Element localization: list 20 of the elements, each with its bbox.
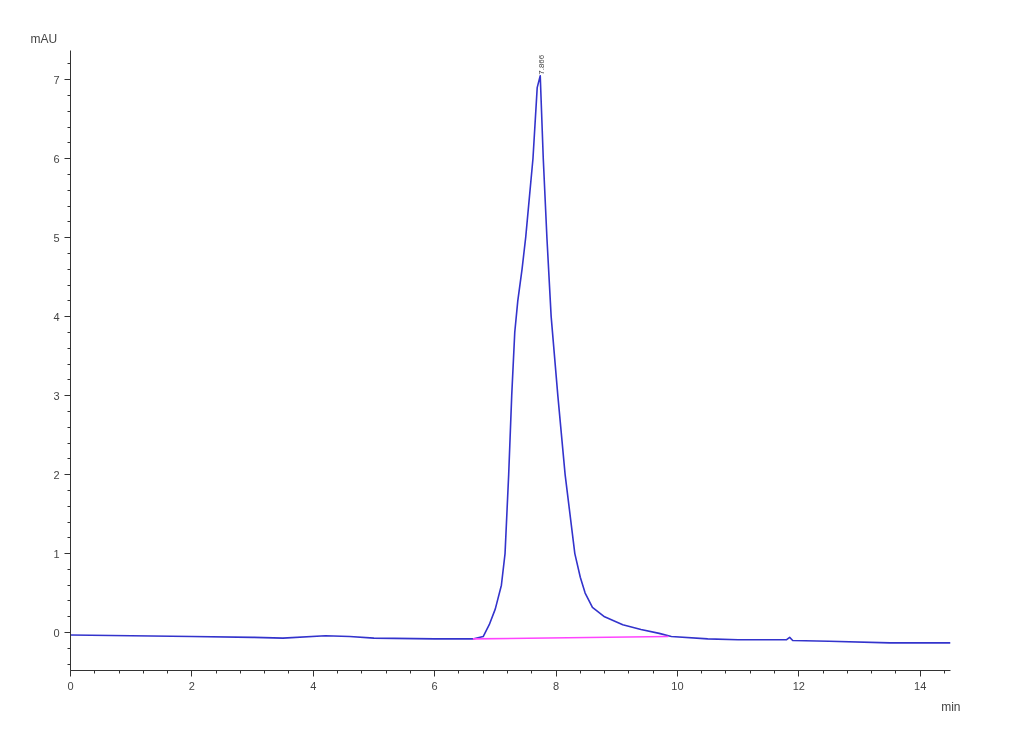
y-tick-label: 0 — [53, 626, 60, 639]
y-tick-label: 4 — [53, 310, 60, 323]
y-tick-label: 2 — [53, 468, 60, 481]
y-tick-label: 1 — [53, 547, 60, 560]
x-tick-label: 8 — [552, 679, 560, 692]
y-axis-title: mAU — [30, 31, 58, 46]
y-tick-label: 6 — [53, 152, 60, 165]
annotation: 7.866 — [537, 54, 547, 75]
x-tick-label: 12 — [792, 679, 805, 692]
x-tick-label: 10 — [671, 679, 684, 692]
x-tick-label: 6 — [431, 679, 438, 692]
y-tick-label: 7 — [53, 73, 60, 86]
x-tick-label: 14 — [914, 679, 927, 692]
x-axis-title: min — [941, 699, 961, 714]
x-tick-label: 0 — [67, 679, 74, 692]
x-tick-label: 2 — [188, 679, 195, 692]
x-tick-label: 4 — [310, 679, 317, 692]
y-tick-label: 3 — [53, 389, 60, 402]
line-series — [70, 74, 951, 644]
y-tick-label: 5 — [53, 231, 60, 244]
